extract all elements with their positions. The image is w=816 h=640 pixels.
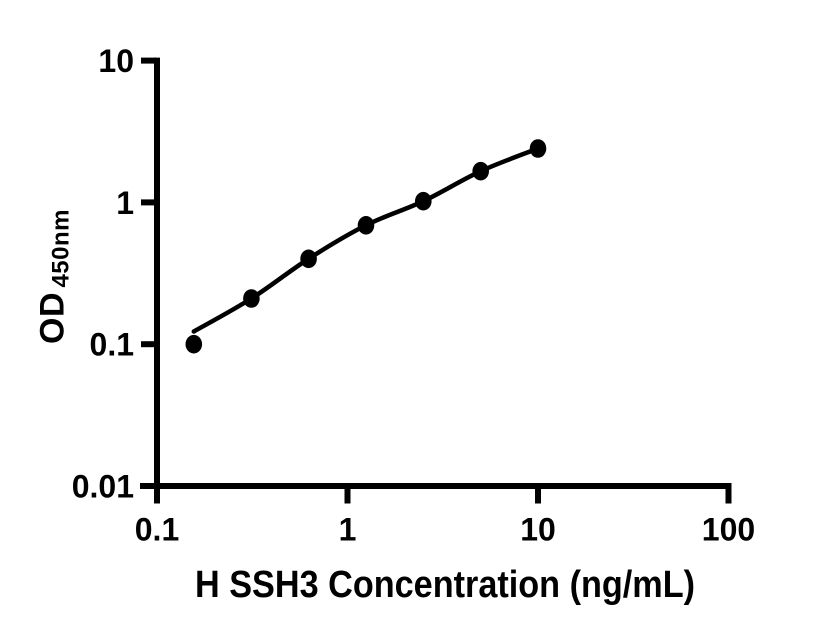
data-points — [185, 139, 547, 354]
y-axis-title-main: OD — [34, 292, 72, 344]
data-point — [357, 216, 375, 235]
y-tick-label: 0.01 — [72, 469, 134, 505]
axis-ticks — [141, 57, 732, 504]
x-tick-label: 10 — [520, 512, 556, 548]
data-point — [529, 139, 547, 158]
x-tick-label: 100 — [702, 512, 755, 548]
data-point — [300, 249, 317, 269]
y-axis-title-subscript: 450nm — [48, 209, 75, 288]
y-tick-label: 10 — [98, 43, 134, 79]
y-axis-title: OD 450nm — [34, 209, 75, 344]
data-point — [415, 191, 432, 211]
data-point — [243, 289, 260, 308]
x-tick-label: 0.1 — [135, 512, 179, 548]
x-axis-title: H SSH3 Concentration (ng/mL) — [195, 564, 695, 606]
y-tick-label: 1 — [116, 185, 134, 221]
y-tick-label: 0.1 — [90, 327, 134, 363]
data-point — [185, 334, 203, 354]
x-tick-label: 1 — [339, 512, 357, 548]
data-point — [472, 161, 490, 181]
